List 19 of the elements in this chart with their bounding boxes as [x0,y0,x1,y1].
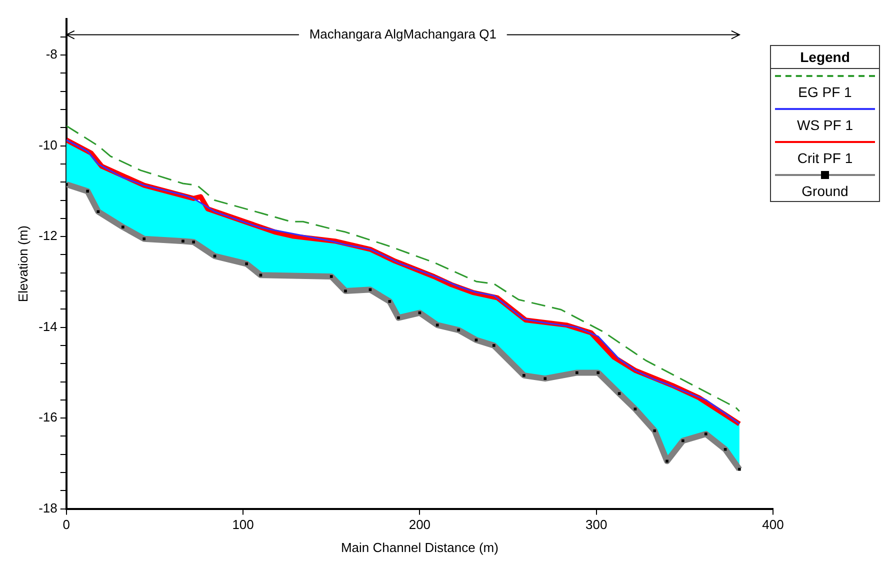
x-axis-title: Main Channel Distance (m) [340,540,498,555]
x-tick-label: 200 [408,517,431,532]
x-tick-label: 300 [585,517,608,532]
x-tick-label: 400 [762,517,784,532]
y-tick-label: -8 [46,46,58,62]
y-axis-title: Elevation (m) [15,226,30,302]
y-tick-label: -16 [38,410,58,425]
x-tick-label: 100 [232,517,254,532]
y-tick-label: -12 [38,228,58,244]
legend-title: Legend [799,48,851,67]
text: EG PF 1 [797,84,853,100]
text: Machangara AlgMachangara Q1 [309,26,497,42]
text: WS PF 1 [796,117,854,133]
text: Crit PF 1 [796,150,854,166]
y-tick-label: -10 [38,137,58,152]
x-tick-label: 0 [62,517,70,532]
y-tick-label: -18 [38,500,58,516]
legend-label: Ground [800,183,850,199]
y-tick-label: -14 [38,318,58,334]
